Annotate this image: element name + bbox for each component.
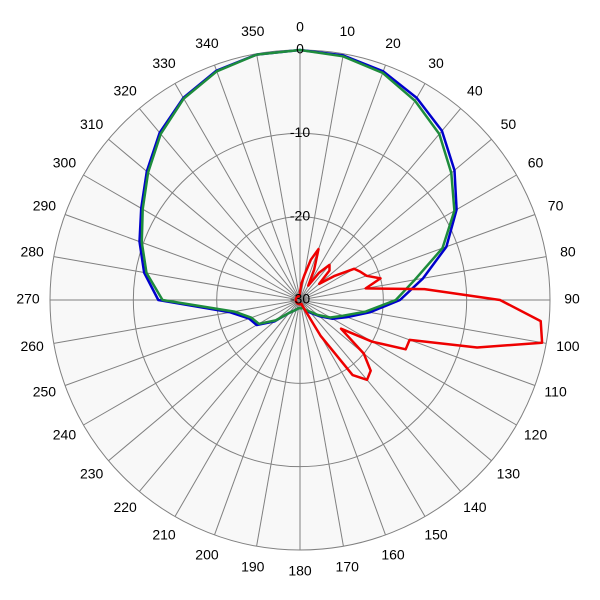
spoke-line	[299, 214, 536, 301]
angle-tick-label: 130	[497, 466, 521, 482]
spoke-line	[256, 53, 301, 301]
angle-tick-label: 100	[556, 338, 580, 354]
spoke-line	[299, 299, 517, 426]
angle-tick-label: 340	[195, 35, 219, 51]
angle-tick-label: 60	[528, 155, 544, 171]
spoke-line	[299, 174, 517, 301]
angle-tick-label: 250	[33, 384, 57, 400]
grid-circle	[132, 132, 468, 468]
spoke-line	[299, 299, 492, 462]
angle-tick-label: 240	[53, 427, 77, 443]
angle-tick-label: 10	[339, 23, 355, 39]
spoke-line	[53, 299, 301, 344]
angle-tick-label: 260	[20, 338, 44, 354]
spoke-line	[299, 299, 547, 344]
spoke-line	[256, 299, 301, 547]
angle-tick-label: 200	[195, 546, 219, 562]
spoke-line	[174, 83, 301, 301]
angle-tick-label: 320	[113, 82, 137, 98]
angle-tick-label: 30	[428, 55, 444, 71]
angle-tick-label: 150	[424, 526, 448, 542]
spoke-line	[299, 299, 536, 386]
series-line	[140, 48, 456, 326]
radial-tick-label: -20	[290, 207, 310, 223]
angle-tick-label: 280	[20, 243, 44, 259]
angle-tick-label: 330	[152, 55, 176, 71]
spoke-line	[299, 83, 426, 301]
spoke-line	[299, 64, 386, 301]
spoke-line	[108, 299, 301, 462]
angle-tick-label: 230	[80, 466, 104, 482]
angle-tick-label: 350	[241, 23, 265, 39]
spoke-line	[214, 64, 301, 301]
angle-tick-label: 20	[385, 35, 401, 51]
spoke-line	[138, 108, 301, 301]
radial-tick-label: -10	[290, 124, 310, 140]
spoke-line	[299, 138, 492, 301]
angle-tick-label: 220	[113, 499, 137, 515]
angle-tick-label: 180	[288, 563, 312, 579]
spoke-line	[299, 299, 462, 492]
spoke-line	[299, 299, 344, 547]
spoke-line	[83, 299, 301, 426]
angle-tick-label: 190	[241, 559, 265, 575]
spoke-line	[64, 299, 301, 386]
angle-tick-label: 290	[33, 198, 57, 214]
angle-tick-label: 270	[16, 291, 40, 307]
radial-tick-label: 0	[296, 41, 304, 57]
spoke-line	[108, 138, 301, 301]
angle-tick-label: 0	[296, 19, 304, 35]
spoke-line	[64, 214, 301, 301]
spoke-line	[174, 299, 301, 517]
angle-tick-label: 50	[501, 116, 517, 132]
radial-tick-label: -30	[290, 291, 310, 307]
spoke-line	[83, 174, 301, 301]
spoke-line	[138, 299, 301, 492]
angle-tick-label: 40	[467, 82, 483, 98]
angle-tick-label: 300	[53, 155, 77, 171]
angle-tick-label: 170	[336, 559, 360, 575]
angle-tick-label: 140	[463, 499, 487, 515]
angle-tick-label: 210	[152, 526, 176, 542]
angle-tick-label: 120	[524, 427, 548, 443]
angle-tick-label: 110	[544, 384, 567, 400]
angle-tick-label: 90	[564, 291, 580, 307]
spoke-line	[53, 256, 301, 301]
angle-tick-label: 80	[560, 243, 576, 259]
grid-circle	[216, 216, 384, 384]
spoke-line	[214, 299, 301, 536]
series-line	[294, 247, 544, 382]
angle-tick-label: 70	[548, 198, 564, 214]
spoke-line	[299, 299, 386, 536]
angle-tick-label: 160	[381, 546, 405, 562]
angle-tick-label: 310	[80, 116, 104, 132]
spoke-line	[299, 53, 344, 301]
